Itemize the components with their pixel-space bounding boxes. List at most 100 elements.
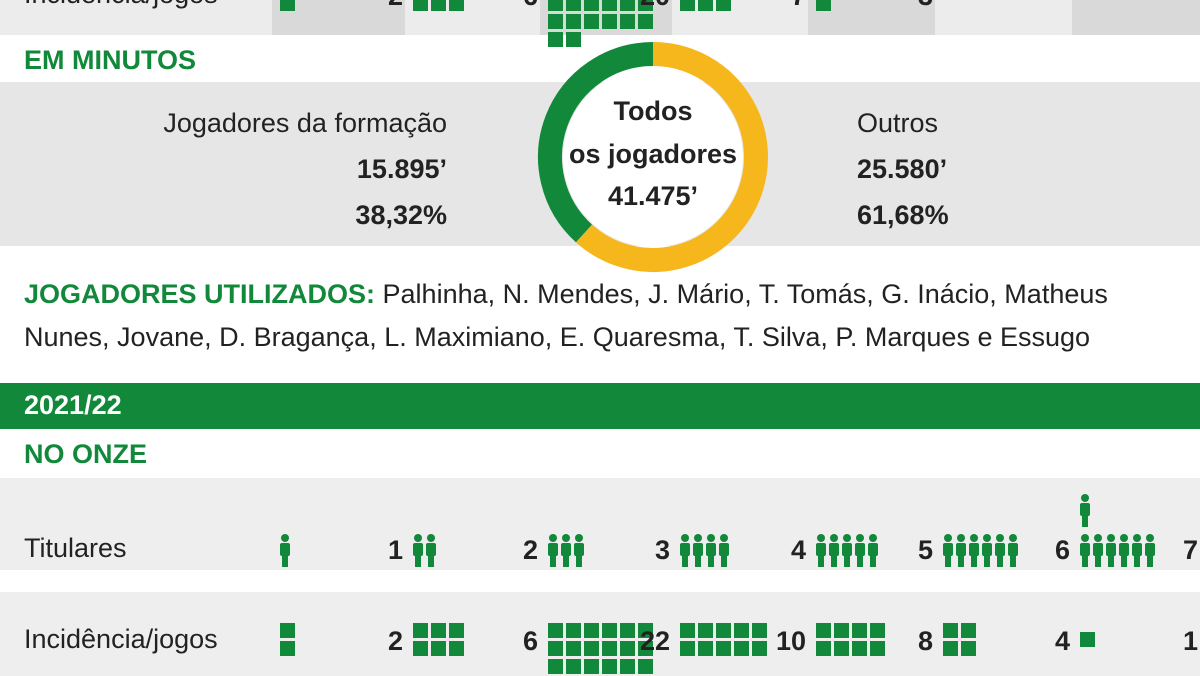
row-band — [0, 592, 1200, 676]
person-body — [982, 543, 992, 556]
person-body — [280, 543, 290, 556]
square-icon — [431, 641, 446, 656]
square-icon — [943, 641, 958, 656]
person-legs — [576, 555, 582, 567]
person-legs — [1010, 555, 1016, 567]
person-body — [719, 543, 729, 556]
row-label: Titulares — [24, 533, 127, 563]
icon-group — [1080, 494, 1155, 567]
icon-group — [816, 534, 878, 567]
person-body — [548, 543, 558, 556]
person-body — [969, 543, 979, 556]
person-legs — [818, 555, 824, 567]
person-head — [983, 534, 991, 542]
square-icon — [584, 623, 599, 638]
person-legs — [1121, 555, 1127, 567]
donut-center — [563, 67, 743, 247]
square-icon — [752, 641, 767, 656]
row-value: 5 — [918, 535, 933, 565]
square-icon — [584, 641, 599, 656]
others-minutes: 25.580’ — [857, 154, 947, 184]
formation-pct: 38,32% — [355, 200, 447, 230]
person-body — [1106, 543, 1116, 556]
row-value: 3 — [655, 535, 670, 565]
person-head — [869, 534, 877, 542]
person-body — [995, 543, 1005, 556]
players-line: JOGADORES UTILIZADOS: Palhinha, N. Mende… — [24, 279, 1108, 309]
person-body — [680, 543, 690, 556]
person-body — [574, 543, 584, 556]
person-head — [1146, 534, 1154, 542]
square-icon — [602, 623, 617, 638]
person-body — [706, 543, 716, 556]
person-head — [1107, 534, 1115, 542]
person-head — [996, 534, 1004, 542]
square-icon — [680, 623, 695, 638]
person-head — [427, 534, 435, 542]
person-body — [413, 543, 423, 556]
square-icon — [852, 623, 867, 638]
person-body — [1080, 503, 1090, 516]
person-legs — [997, 555, 1003, 567]
square-icon — [620, 14, 635, 29]
square-icon — [548, 659, 563, 674]
person-legs — [1147, 555, 1153, 567]
players-title: JOGADORES UTILIZADOS: — [24, 279, 375, 309]
icon-group — [280, 534, 290, 567]
person-legs — [1082, 555, 1088, 567]
person-legs — [695, 555, 701, 567]
square-icon — [680, 0, 695, 11]
center-label: Todos — [614, 96, 693, 126]
icon-group — [413, 0, 464, 11]
person-legs — [682, 555, 688, 567]
square-icon — [566, 641, 581, 656]
person-body — [693, 543, 703, 556]
square-icon — [734, 623, 749, 638]
square-icon — [548, 32, 563, 47]
center-label: os jogadores — [569, 139, 737, 169]
person-body — [426, 543, 436, 556]
person-head — [1133, 534, 1141, 542]
person-body — [1008, 543, 1018, 556]
square-icon — [548, 14, 563, 29]
row-value: 4 — [791, 535, 806, 565]
square-icon — [638, 659, 653, 674]
person-head — [856, 534, 864, 542]
square-icon — [816, 641, 831, 656]
person-head — [549, 534, 557, 542]
person-legs — [1134, 555, 1140, 567]
person-head — [944, 534, 952, 542]
icon-group — [816, 0, 831, 11]
players-text: Palhinha, N. Mendes, J. Mário, T. Tomás,… — [383, 279, 1108, 309]
person-body — [1093, 543, 1103, 556]
icon-group — [1080, 632, 1095, 647]
square-icon — [584, 14, 599, 29]
person-head — [1094, 534, 1102, 542]
person-head — [843, 534, 851, 542]
person-legs — [1108, 555, 1114, 567]
icon-group — [943, 534, 1018, 567]
person-head — [957, 534, 965, 542]
square-icon — [620, 0, 635, 11]
row-value: 20 — [640, 0, 670, 11]
square-icon — [852, 641, 867, 656]
icon-group — [280, 0, 295, 11]
row-value: 6 — [523, 0, 538, 11]
section-title: EM MINUTOS — [24, 45, 196, 75]
person-head — [1120, 534, 1128, 542]
person-legs — [1095, 555, 1101, 567]
square-icon — [548, 641, 563, 656]
row-band — [0, 478, 1200, 570]
square-icon — [716, 0, 731, 11]
square-icon — [602, 14, 617, 29]
icon-group — [680, 0, 731, 11]
square-icon — [834, 641, 849, 656]
row-value: 3 — [918, 0, 933, 11]
square-icon — [602, 0, 617, 11]
row-label: Incidência/jogos — [24, 0, 218, 9]
row-value: 22 — [640, 626, 670, 656]
square-icon — [752, 623, 767, 638]
square-icon — [870, 641, 885, 656]
